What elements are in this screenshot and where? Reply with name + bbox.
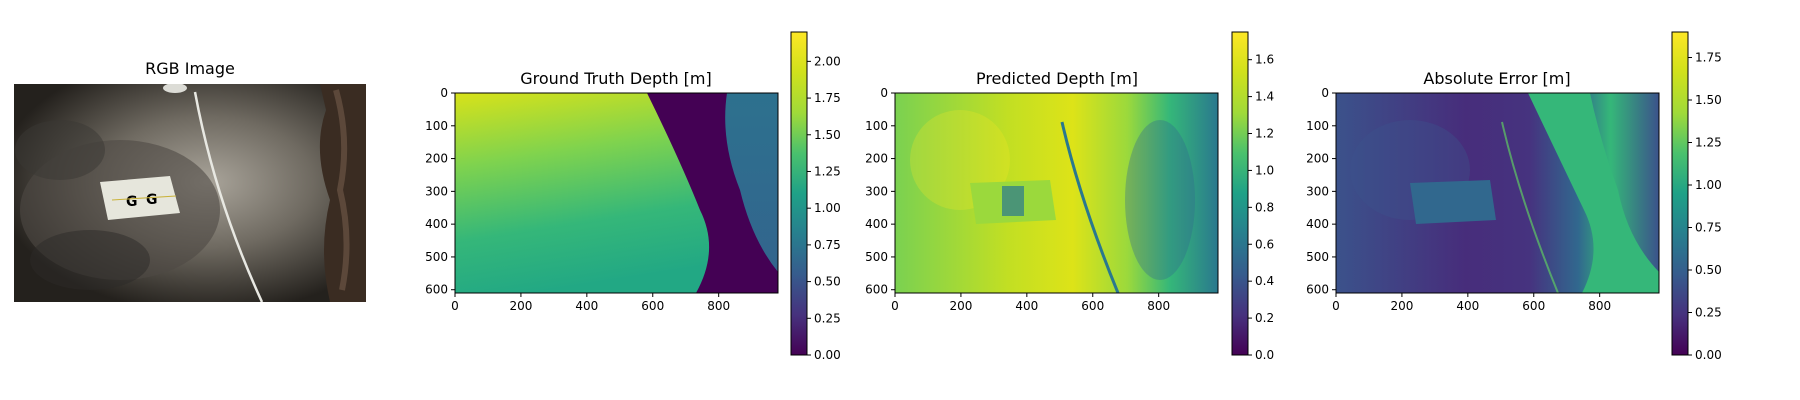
y-tick-label: 0 [880,86,888,100]
y-tick-label: 300 [425,184,448,198]
panel-ground-truth: Ground Truth Depth [m] 0 200 400 600 800 0 100… [425,31,841,362]
x-tick-label: 600 [1522,299,1545,313]
y-tick-label: 500 [1306,250,1329,264]
rgb-photo: G G [14,84,366,302]
x-tick-label: 800 [707,299,730,313]
y-tick-label: 100 [1306,119,1329,133]
x-tick-label: 600 [1081,299,1104,313]
x-tick-label: 200 [509,299,532,313]
colorbar-tick-label: 1.6 [1255,53,1274,67]
colorbar-tick-label: 0.0 [1255,348,1274,362]
y-tick-label: 0 [1321,86,1329,100]
colorbar-tick-label: 0.6 [1255,237,1274,251]
y-tick-label: 200 [865,152,888,166]
x-tick-label: 200 [1390,299,1413,313]
colorbar [1231,31,1249,356]
colorbar-tick-label: 0.25 [814,311,841,325]
svg-text:G: G [146,192,158,208]
panel-title: Predicted Depth [m] [976,69,1138,88]
colorbar-tick-label: 0.4 [1255,274,1274,288]
colorbar-tick-label: 1.00 [1695,178,1722,192]
y-tick-label: 500 [425,250,448,264]
colorbar-tick-label: 1.75 [1695,51,1722,65]
x-tick-label: 800 [1147,299,1170,313]
colorbar-tick-label: 0.75 [814,238,841,252]
colorbar-tick-label: 0.25 [1695,306,1722,320]
colorbar-tick-label: 0.8 [1255,200,1274,214]
colorbar-tick-label: 0.00 [1695,348,1722,362]
panel-title: Ground Truth Depth [m] [520,69,711,88]
x-tick-label: 0 [1332,299,1340,313]
y-tick-label: 400 [1306,217,1329,231]
y-tick-label: 600 [425,283,448,297]
panel-predicted: Predicted Depth [m] 0 200 400 600 800 0 100 200… [865,31,1274,362]
x-tick-label: 600 [641,299,664,313]
colorbar-tick-label: 0.2 [1255,311,1274,325]
colorbar-tick-label: 1.50 [1695,93,1722,107]
error-heatmap [1336,93,1659,293]
y-tick-label: 0 [440,86,448,100]
colorbar-tick-label: 1.00 [814,201,841,215]
y-tick-label: 300 [865,184,888,198]
x-tick-label: 400 [1015,299,1038,313]
colorbar-tick-label: 1.25 [814,164,841,178]
colorbar-tick-label: 1.0 [1255,163,1274,177]
svg-text:G: G [126,194,138,210]
colorbar-tick-label: 1.50 [814,128,841,142]
y-tick-label: 200 [425,152,448,166]
x-tick-label: 200 [949,299,972,313]
colorbar-tick-label: 0.00 [814,348,841,362]
x-tick-label: 400 [575,299,598,313]
x-tick-label: 800 [1588,299,1611,313]
panel-title: RGB Image [145,59,235,78]
y-tick-label: 200 [1306,152,1329,166]
y-tick-label: 400 [425,217,448,231]
colorbar-tick-label: 2.00 [814,54,841,68]
y-tick-label: 300 [1306,184,1329,198]
panel-abs-error: Absolute Error [m] 0 200 400 600 800 0 100 200 3… [1306,31,1722,362]
colorbar-tick-label: 1.25 [1695,136,1722,150]
y-tick-label: 100 [865,119,888,133]
x-tick-label: 0 [451,299,459,313]
x-tick-label: 400 [1456,299,1479,313]
colorbar-tick-label: 0.75 [1695,221,1722,235]
y-tick-label: 400 [865,217,888,231]
colorbar-tick-label: 0.50 [1695,263,1722,277]
panel-rgb: RGB Image G G [14,59,366,302]
y-tick-label: 600 [1306,283,1329,297]
colorbar-tick-label: 0.50 [814,275,841,289]
y-tick-label: 100 [425,119,448,133]
x-tick-label: 0 [891,299,899,313]
panel-title: Absolute Error [m] [1423,69,1570,88]
colorbar-tick-label: 1.2 [1255,127,1274,141]
depth-heatmap [455,93,778,293]
y-tick-label: 500 [865,250,888,264]
y-tick-label: 600 [865,283,888,297]
depth-heatmap [895,93,1218,293]
colorbar-tick-label: 1.75 [814,91,841,105]
colorbar [1671,31,1689,356]
colorbar [790,31,808,356]
colorbar-tick-label: 1.4 [1255,90,1274,104]
